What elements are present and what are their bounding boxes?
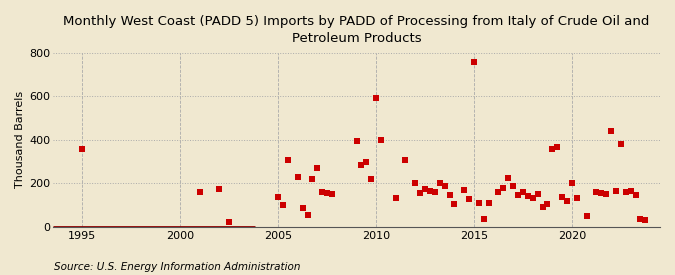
Text: Source: U.S. Energy Information Administration: Source: U.S. Energy Information Administ…	[54, 262, 300, 272]
Point	[302, 213, 313, 217]
Point	[640, 218, 651, 222]
Point	[224, 220, 235, 224]
Point	[581, 214, 592, 218]
Point	[601, 192, 612, 196]
Y-axis label: Thousand Barrels: Thousand Barrels	[15, 91, 25, 188]
Point	[317, 190, 327, 194]
Point	[327, 192, 338, 196]
Point	[414, 191, 425, 195]
Point	[596, 191, 607, 195]
Point	[537, 205, 548, 209]
Point	[493, 190, 504, 194]
Point	[459, 188, 470, 192]
Point	[605, 129, 616, 133]
Point	[277, 203, 288, 207]
Point	[630, 193, 641, 197]
Point	[552, 145, 563, 150]
Point	[444, 193, 455, 197]
Point	[527, 196, 538, 200]
Point	[434, 181, 445, 185]
Point	[361, 159, 372, 164]
Point	[483, 200, 494, 205]
Point	[566, 181, 577, 185]
Point	[518, 190, 529, 194]
Point	[312, 166, 323, 170]
Point	[322, 191, 333, 195]
Point	[375, 138, 386, 142]
Point	[591, 190, 602, 194]
Point	[356, 163, 367, 167]
Point	[194, 190, 205, 194]
Point	[425, 189, 435, 193]
Point	[635, 217, 646, 221]
Point	[292, 175, 303, 179]
Point	[542, 202, 553, 206]
Point	[390, 196, 401, 200]
Point	[297, 206, 308, 210]
Point	[273, 195, 284, 199]
Point	[547, 146, 558, 151]
Point	[283, 158, 294, 163]
Point	[214, 186, 225, 191]
Point	[473, 200, 484, 205]
Point	[464, 197, 475, 202]
Point	[410, 181, 421, 185]
Point	[366, 177, 377, 181]
Point	[512, 193, 523, 197]
Point	[616, 142, 626, 146]
Point	[611, 189, 622, 193]
Point	[479, 217, 489, 221]
Point	[371, 95, 381, 100]
Point	[522, 194, 533, 199]
Point	[449, 202, 460, 206]
Point	[77, 146, 88, 151]
Point	[420, 186, 431, 191]
Point	[429, 190, 440, 194]
Point	[468, 60, 479, 64]
Point	[620, 190, 631, 194]
Point	[572, 196, 583, 200]
Point	[439, 184, 450, 189]
Title: Monthly West Coast (PADD 5) Imports by PADD of Processing from Italy of Crude Oi: Monthly West Coast (PADD 5) Imports by P…	[63, 15, 650, 45]
Point	[557, 195, 568, 199]
Point	[400, 158, 411, 163]
Point	[562, 198, 572, 203]
Point	[503, 176, 514, 180]
Point	[351, 139, 362, 143]
Point	[498, 185, 509, 190]
Point	[625, 189, 636, 193]
Point	[532, 192, 543, 196]
Point	[508, 184, 518, 189]
Point	[307, 177, 318, 181]
